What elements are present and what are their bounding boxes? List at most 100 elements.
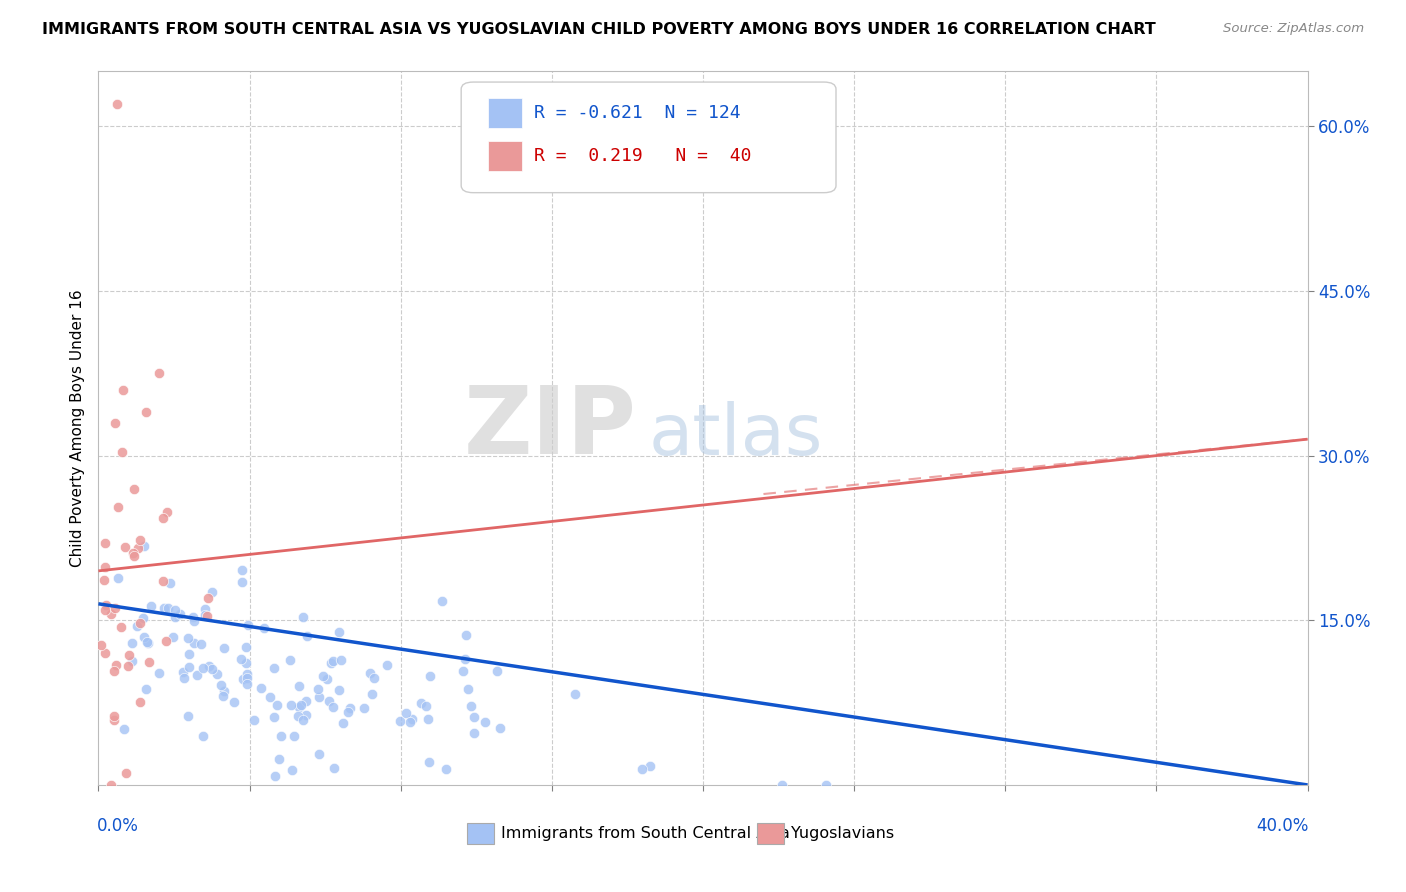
Point: [103, 713, 125, 727]
Point: [263, 710, 285, 724]
Point: [190, 637, 212, 651]
Point: [118, 648, 141, 662]
Point: [152, 574, 174, 588]
Point: [363, 671, 385, 685]
Point: [177, 632, 200, 646]
Text: 0.0%: 0.0%: [97, 817, 139, 835]
Point: [235, 677, 257, 691]
Point: [172, 665, 194, 679]
Point: [283, 730, 305, 744]
Point: [294, 708, 316, 723]
Point: [474, 715, 496, 730]
Point: [290, 698, 312, 712]
Point: [328, 624, 350, 639]
Text: R = -0.621  N = 124: R = -0.621 N = 124: [534, 104, 741, 122]
Point: [169, 607, 191, 621]
Point: [153, 601, 176, 615]
Point: [235, 640, 257, 654]
Point: [454, 652, 477, 666]
Point: [94, 646, 117, 660]
Point: [339, 701, 361, 715]
Point: [287, 679, 309, 693]
Point: [236, 671, 259, 685]
Point: [278, 653, 301, 667]
Point: [103, 709, 125, 723]
Point: [156, 505, 179, 519]
Point: [155, 633, 177, 648]
Point: [183, 635, 205, 649]
Point: [107, 571, 129, 585]
Point: [122, 549, 145, 563]
Point: [297, 629, 319, 643]
Point: [337, 706, 360, 720]
Point: [430, 594, 453, 608]
Point: [328, 683, 350, 698]
Point: [323, 761, 346, 775]
Point: [287, 709, 309, 723]
Point: [110, 620, 132, 634]
Bar: [488, 141, 522, 171]
Point: [224, 696, 246, 710]
Point: [207, 667, 229, 681]
Point: [295, 694, 318, 708]
Point: [630, 762, 652, 776]
Point: [103, 601, 125, 615]
Point: [201, 662, 224, 676]
Point: [157, 600, 180, 615]
Point: [263, 660, 285, 674]
Point: [416, 712, 439, 726]
Point: [263, 769, 285, 783]
Point: [640, 759, 662, 773]
Point: [329, 653, 352, 667]
Point: [322, 699, 344, 714]
Point: [114, 540, 136, 554]
Point: [159, 576, 181, 591]
Point: [485, 664, 508, 678]
Y-axis label: Child Poverty Among Boys Under 16: Child Poverty Among Boys Under 16: [69, 289, 84, 567]
Point: [398, 715, 420, 730]
Point: [177, 659, 200, 673]
Point: [129, 615, 152, 630]
Text: Yugoslavians: Yugoslavians: [792, 826, 894, 841]
Point: [235, 657, 257, 671]
Point: [564, 687, 586, 701]
Bar: [467, 822, 494, 844]
Point: [281, 764, 304, 778]
Point: [117, 659, 139, 673]
Point: [131, 610, 153, 624]
Point: [457, 681, 479, 696]
Point: [139, 599, 162, 613]
Point: [183, 614, 205, 628]
Point: [93, 573, 115, 587]
Point: [259, 690, 281, 704]
Point: [249, 681, 271, 695]
Point: [181, 610, 204, 624]
Point: [308, 690, 330, 705]
Point: [107, 97, 129, 112]
Point: [100, 778, 122, 792]
Point: [121, 654, 143, 668]
Point: [173, 671, 195, 685]
Point: [197, 591, 219, 606]
Point: [235, 666, 257, 681]
Point: [361, 688, 384, 702]
Point: [288, 699, 311, 714]
Point: [121, 636, 143, 650]
Point: [94, 536, 117, 550]
Point: [454, 628, 477, 642]
Point: [129, 533, 152, 547]
Point: [195, 608, 218, 623]
Point: [135, 405, 157, 419]
Text: Immigrants from South Central Asia: Immigrants from South Central Asia: [501, 826, 790, 841]
Point: [231, 652, 253, 666]
Bar: [488, 98, 522, 128]
Point: [148, 366, 170, 380]
Point: [194, 602, 217, 616]
Point: [460, 698, 482, 713]
Point: [111, 383, 134, 397]
Point: [307, 681, 329, 696]
Text: atlas: atlas: [648, 401, 823, 470]
Point: [463, 710, 485, 724]
Point: [128, 695, 150, 709]
Point: [395, 706, 418, 720]
